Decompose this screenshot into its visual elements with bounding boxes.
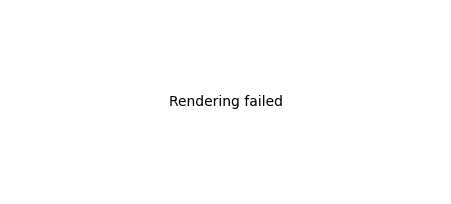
Text: Rendering failed: Rendering failed xyxy=(169,95,282,109)
